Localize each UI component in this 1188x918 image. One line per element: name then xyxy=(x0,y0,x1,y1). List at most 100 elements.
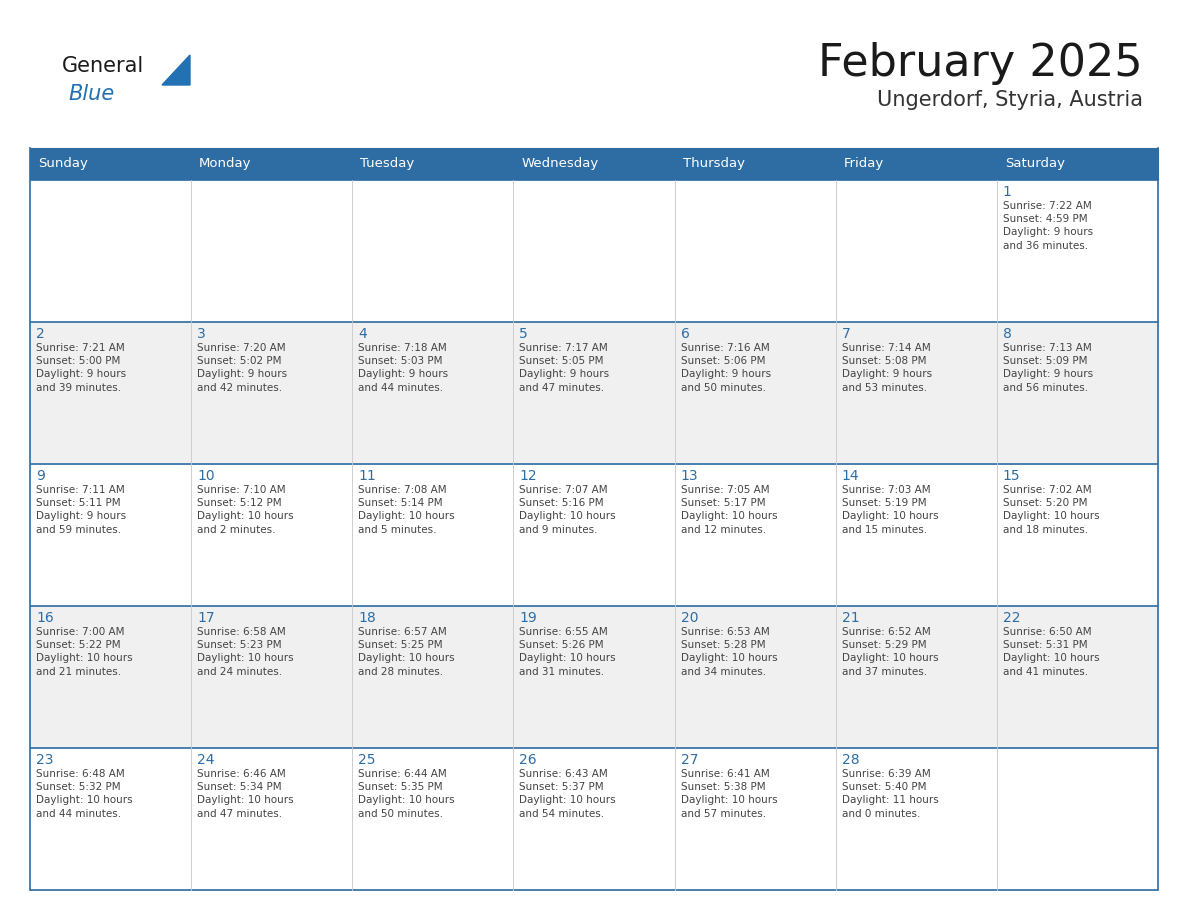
Text: Sunrise: 7:02 AM
Sunset: 5:20 PM
Daylight: 10 hours
and 18 minutes.: Sunrise: 7:02 AM Sunset: 5:20 PM Dayligh… xyxy=(1003,485,1099,534)
Bar xyxy=(30,322,191,464)
Text: 15: 15 xyxy=(1003,469,1020,483)
Bar xyxy=(353,180,513,322)
Text: Sunrise: 7:07 AM
Sunset: 5:16 PM
Daylight: 10 hours
and 9 minutes.: Sunrise: 7:07 AM Sunset: 5:16 PM Dayligh… xyxy=(519,485,617,534)
Bar xyxy=(997,322,1158,464)
Text: Sunrise: 7:21 AM
Sunset: 5:00 PM
Daylight: 9 hours
and 39 minutes.: Sunrise: 7:21 AM Sunset: 5:00 PM Dayligh… xyxy=(36,343,126,393)
Bar xyxy=(675,464,835,606)
Bar xyxy=(513,148,675,180)
Bar xyxy=(353,748,513,890)
Bar xyxy=(30,606,191,748)
Bar xyxy=(513,180,675,322)
Text: 11: 11 xyxy=(359,469,377,483)
Bar xyxy=(353,748,513,890)
Bar xyxy=(997,322,1158,464)
Text: Sunrise: 7:16 AM
Sunset: 5:06 PM
Daylight: 9 hours
and 50 minutes.: Sunrise: 7:16 AM Sunset: 5:06 PM Dayligh… xyxy=(681,343,771,393)
Text: Sunrise: 6:41 AM
Sunset: 5:38 PM
Daylight: 10 hours
and 57 minutes.: Sunrise: 6:41 AM Sunset: 5:38 PM Dayligh… xyxy=(681,769,777,819)
Bar xyxy=(353,464,513,606)
Text: Sunrise: 7:08 AM
Sunset: 5:14 PM
Daylight: 10 hours
and 5 minutes.: Sunrise: 7:08 AM Sunset: 5:14 PM Dayligh… xyxy=(359,485,455,534)
Bar xyxy=(675,322,835,464)
Bar xyxy=(675,748,835,890)
Bar xyxy=(353,148,513,180)
Bar xyxy=(835,748,997,890)
Bar xyxy=(835,748,997,890)
Text: Sunrise: 7:10 AM
Sunset: 5:12 PM
Daylight: 10 hours
and 2 minutes.: Sunrise: 7:10 AM Sunset: 5:12 PM Dayligh… xyxy=(197,485,293,534)
Text: Sunrise: 7:00 AM
Sunset: 5:22 PM
Daylight: 10 hours
and 21 minutes.: Sunrise: 7:00 AM Sunset: 5:22 PM Dayligh… xyxy=(36,627,133,677)
Bar xyxy=(353,464,513,606)
Text: Sunrise: 6:44 AM
Sunset: 5:35 PM
Daylight: 10 hours
and 50 minutes.: Sunrise: 6:44 AM Sunset: 5:35 PM Dayligh… xyxy=(359,769,455,819)
Text: 25: 25 xyxy=(359,753,375,767)
Text: 5: 5 xyxy=(519,327,529,341)
Bar xyxy=(997,180,1158,322)
Text: 22: 22 xyxy=(1003,611,1020,625)
Bar xyxy=(997,748,1158,890)
Bar xyxy=(835,322,997,464)
Bar xyxy=(997,464,1158,606)
Text: Sunrise: 7:14 AM
Sunset: 5:08 PM
Daylight: 9 hours
and 53 minutes.: Sunrise: 7:14 AM Sunset: 5:08 PM Dayligh… xyxy=(842,343,931,393)
Text: 2: 2 xyxy=(36,327,45,341)
Bar xyxy=(835,606,997,748)
Bar xyxy=(835,464,997,606)
Text: 4: 4 xyxy=(359,327,367,341)
Bar xyxy=(191,322,353,464)
Bar xyxy=(191,748,353,890)
Text: Sunrise: 6:48 AM
Sunset: 5:32 PM
Daylight: 10 hours
and 44 minutes.: Sunrise: 6:48 AM Sunset: 5:32 PM Dayligh… xyxy=(36,769,133,819)
Bar xyxy=(675,606,835,748)
Text: Sunrise: 7:17 AM
Sunset: 5:05 PM
Daylight: 9 hours
and 47 minutes.: Sunrise: 7:17 AM Sunset: 5:05 PM Dayligh… xyxy=(519,343,609,393)
Text: Sunrise: 6:53 AM
Sunset: 5:28 PM
Daylight: 10 hours
and 34 minutes.: Sunrise: 6:53 AM Sunset: 5:28 PM Dayligh… xyxy=(681,627,777,677)
Text: February 2025: February 2025 xyxy=(819,42,1143,85)
Text: Sunrise: 7:05 AM
Sunset: 5:17 PM
Daylight: 10 hours
and 12 minutes.: Sunrise: 7:05 AM Sunset: 5:17 PM Dayligh… xyxy=(681,485,777,534)
Bar xyxy=(191,180,353,322)
Text: 10: 10 xyxy=(197,469,215,483)
Bar xyxy=(675,148,835,180)
Bar xyxy=(997,606,1158,748)
Bar xyxy=(513,748,675,890)
Text: Sunrise: 6:46 AM
Sunset: 5:34 PM
Daylight: 10 hours
and 47 minutes.: Sunrise: 6:46 AM Sunset: 5:34 PM Dayligh… xyxy=(197,769,293,819)
Text: Sunrise: 6:43 AM
Sunset: 5:37 PM
Daylight: 10 hours
and 54 minutes.: Sunrise: 6:43 AM Sunset: 5:37 PM Dayligh… xyxy=(519,769,617,819)
Text: 18: 18 xyxy=(359,611,377,625)
Bar xyxy=(353,322,513,464)
Bar xyxy=(675,322,835,464)
Polygon shape xyxy=(162,55,190,85)
Bar xyxy=(30,180,191,322)
Text: Sunrise: 6:50 AM
Sunset: 5:31 PM
Daylight: 10 hours
and 41 minutes.: Sunrise: 6:50 AM Sunset: 5:31 PM Dayligh… xyxy=(1003,627,1099,677)
Text: Sunrise: 7:22 AM
Sunset: 4:59 PM
Daylight: 9 hours
and 36 minutes.: Sunrise: 7:22 AM Sunset: 4:59 PM Dayligh… xyxy=(1003,201,1093,251)
Text: Sunrise: 6:57 AM
Sunset: 5:25 PM
Daylight: 10 hours
and 28 minutes.: Sunrise: 6:57 AM Sunset: 5:25 PM Dayligh… xyxy=(359,627,455,677)
Text: 16: 16 xyxy=(36,611,53,625)
Text: Sunrise: 7:11 AM
Sunset: 5:11 PM
Daylight: 9 hours
and 59 minutes.: Sunrise: 7:11 AM Sunset: 5:11 PM Dayligh… xyxy=(36,485,126,534)
Text: 13: 13 xyxy=(681,469,699,483)
Text: 8: 8 xyxy=(1003,327,1012,341)
Text: Sunrise: 7:18 AM
Sunset: 5:03 PM
Daylight: 9 hours
and 44 minutes.: Sunrise: 7:18 AM Sunset: 5:03 PM Dayligh… xyxy=(359,343,448,393)
Bar xyxy=(191,606,353,748)
Bar xyxy=(30,606,191,748)
Bar xyxy=(835,180,997,322)
Bar xyxy=(835,606,997,748)
Bar xyxy=(191,606,353,748)
Bar xyxy=(513,606,675,748)
Text: 21: 21 xyxy=(842,611,859,625)
Text: 28: 28 xyxy=(842,753,859,767)
Text: 23: 23 xyxy=(36,753,53,767)
Text: Friday: Friday xyxy=(843,158,884,171)
Bar xyxy=(30,748,191,890)
Text: General: General xyxy=(62,56,144,76)
Text: 9: 9 xyxy=(36,469,45,483)
Bar xyxy=(513,748,675,890)
Bar xyxy=(835,464,997,606)
Text: Sunrise: 6:58 AM
Sunset: 5:23 PM
Daylight: 10 hours
and 24 minutes.: Sunrise: 6:58 AM Sunset: 5:23 PM Dayligh… xyxy=(197,627,293,677)
Bar xyxy=(513,464,675,606)
Bar xyxy=(997,748,1158,890)
Bar xyxy=(191,464,353,606)
Bar xyxy=(353,180,513,322)
Bar xyxy=(997,606,1158,748)
Bar xyxy=(675,180,835,322)
Bar xyxy=(513,322,675,464)
Text: 20: 20 xyxy=(681,611,699,625)
Bar xyxy=(997,148,1158,180)
Bar xyxy=(513,606,675,748)
Bar xyxy=(30,148,191,180)
Bar xyxy=(30,464,191,606)
Text: Sunrise: 6:39 AM
Sunset: 5:40 PM
Daylight: 11 hours
and 0 minutes.: Sunrise: 6:39 AM Sunset: 5:40 PM Dayligh… xyxy=(842,769,939,819)
Bar xyxy=(30,748,191,890)
Text: Wednesday: Wednesday xyxy=(522,158,599,171)
Text: Blue: Blue xyxy=(68,84,114,104)
